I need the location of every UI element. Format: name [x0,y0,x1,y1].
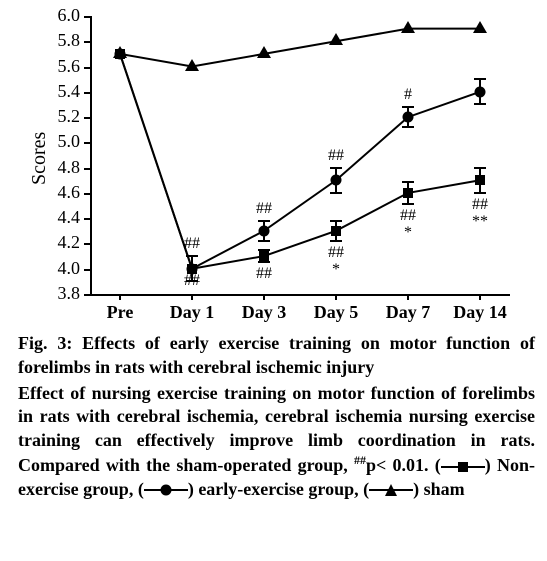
sig-label-nonex: ##* [400,208,416,242]
marker-sham [257,46,271,58]
sig-label-early: ## [256,201,272,218]
caption-p-sup: ## [354,453,366,467]
sig-label-nonex: ## [256,266,272,283]
errorbar-early_exercise [479,79,481,104]
errorcap-non_exercise [402,181,414,183]
errorbar-non_exercise [335,221,337,241]
errorbar-early_exercise [335,168,337,193]
marker-sham [401,21,415,33]
series-line-non_exercise [120,54,480,269]
figure-caption: Fig. 3: Effects of early exercise traini… [18,332,535,503]
errorcap-early_exercise [474,103,486,105]
marker-sham [473,21,487,33]
errorcap-non_exercise [474,167,486,169]
marker-sham [113,46,127,58]
errorcap-early_exercise [402,126,414,128]
sig-label-early: ## [184,236,200,253]
sig-label-early: # [404,87,412,104]
errorcap-non_exercise [258,249,270,251]
series-lines [0,0,547,330]
sig-label-early: ## [328,148,344,165]
sig-label-nonex: ##** [472,197,488,231]
series-line-early_exercise [120,54,480,269]
errorcap-non_exercise [474,192,486,194]
errorcap-non_exercise [402,203,414,205]
errorcap-early_exercise [258,240,270,242]
figure-title: Fig. 3: Effects of early exercise traini… [18,332,535,380]
errorcap-early_exercise [258,220,270,222]
legend-early-exercise-marker: () [138,479,194,499]
caption-p-text: p< 0.01. [366,455,435,475]
errorbar-non_exercise [407,182,409,205]
figure-page: 3.84.04.24.44.64.85.05.25.45.65.86.0PreD… [0,0,547,561]
errorcap-early_exercise [330,192,342,194]
series-line-sham [120,29,480,67]
legend-non-exercise-marker: () [435,455,491,475]
errorbar-non_exercise [479,168,481,193]
figure-body: Effect of nursing exercise training on m… [18,382,535,502]
scores-line-chart: 3.84.04.24.44.64.85.05.25.45.65.86.0PreD… [0,0,547,330]
legend-early-exercise-text: early-exercise group, [194,479,363,499]
sig-label-nonex: ## [184,273,200,290]
errorcap-early_exercise [474,78,486,80]
errorcap-non_exercise [330,220,342,222]
errorcap-early_exercise [330,167,342,169]
errorbar-early_exercise [263,221,265,241]
errorcap-early_exercise [402,106,414,108]
marker-sham [329,33,343,45]
errorbar-early_exercise [407,107,409,127]
sig-label-nonex: ##* [328,245,344,279]
marker-sham [185,59,199,71]
legend-sham-text: sham [419,479,465,499]
errorcap-early_exercise [186,255,198,257]
errorcap-non_exercise [258,261,270,263]
legend-sham-marker: () [363,479,419,499]
errorcap-non_exercise [330,240,342,242]
